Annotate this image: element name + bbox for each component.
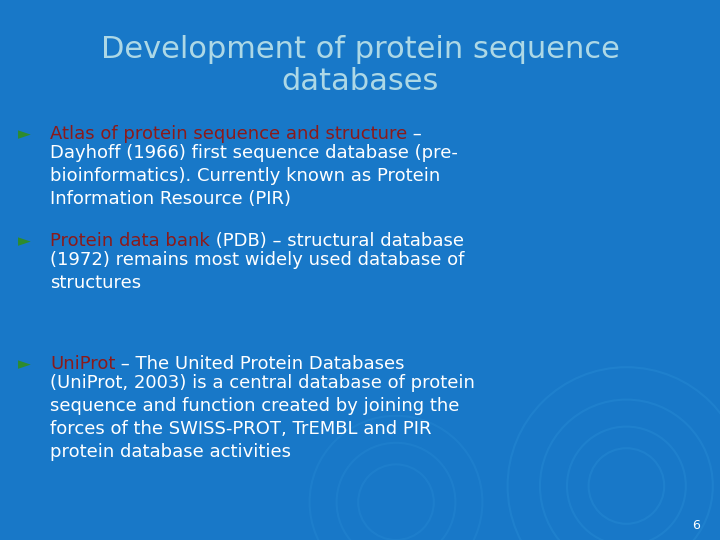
Text: Development of protein sequence: Development of protein sequence: [101, 36, 619, 64]
Text: Atlas of protein sequence and structure: Atlas of protein sequence and structure: [50, 125, 408, 143]
Text: (UniProt, 2003) is a central database of protein
sequence and function created b: (UniProt, 2003) is a central database of…: [50, 374, 475, 461]
Text: – The United Protein Databases: – The United Protein Databases: [115, 355, 405, 373]
Text: Dayhoff (1966) first sequence database (pre-
bioinformatics). Currently known as: Dayhoff (1966) first sequence database (…: [50, 144, 458, 208]
Text: (PDB) – structural database: (PDB) – structural database: [210, 232, 464, 250]
Text: (1972) remains most widely used database of
structures: (1972) remains most widely used database…: [50, 251, 464, 292]
Text: 6: 6: [692, 519, 700, 532]
Text: ►: ►: [18, 232, 31, 250]
Text: Protein data bank: Protein data bank: [50, 232, 210, 250]
Text: ►: ►: [18, 355, 31, 373]
Text: databases: databases: [282, 68, 438, 97]
Text: –: –: [408, 125, 422, 143]
Text: ►: ►: [18, 125, 31, 143]
Text: UniProt: UniProt: [50, 355, 115, 373]
